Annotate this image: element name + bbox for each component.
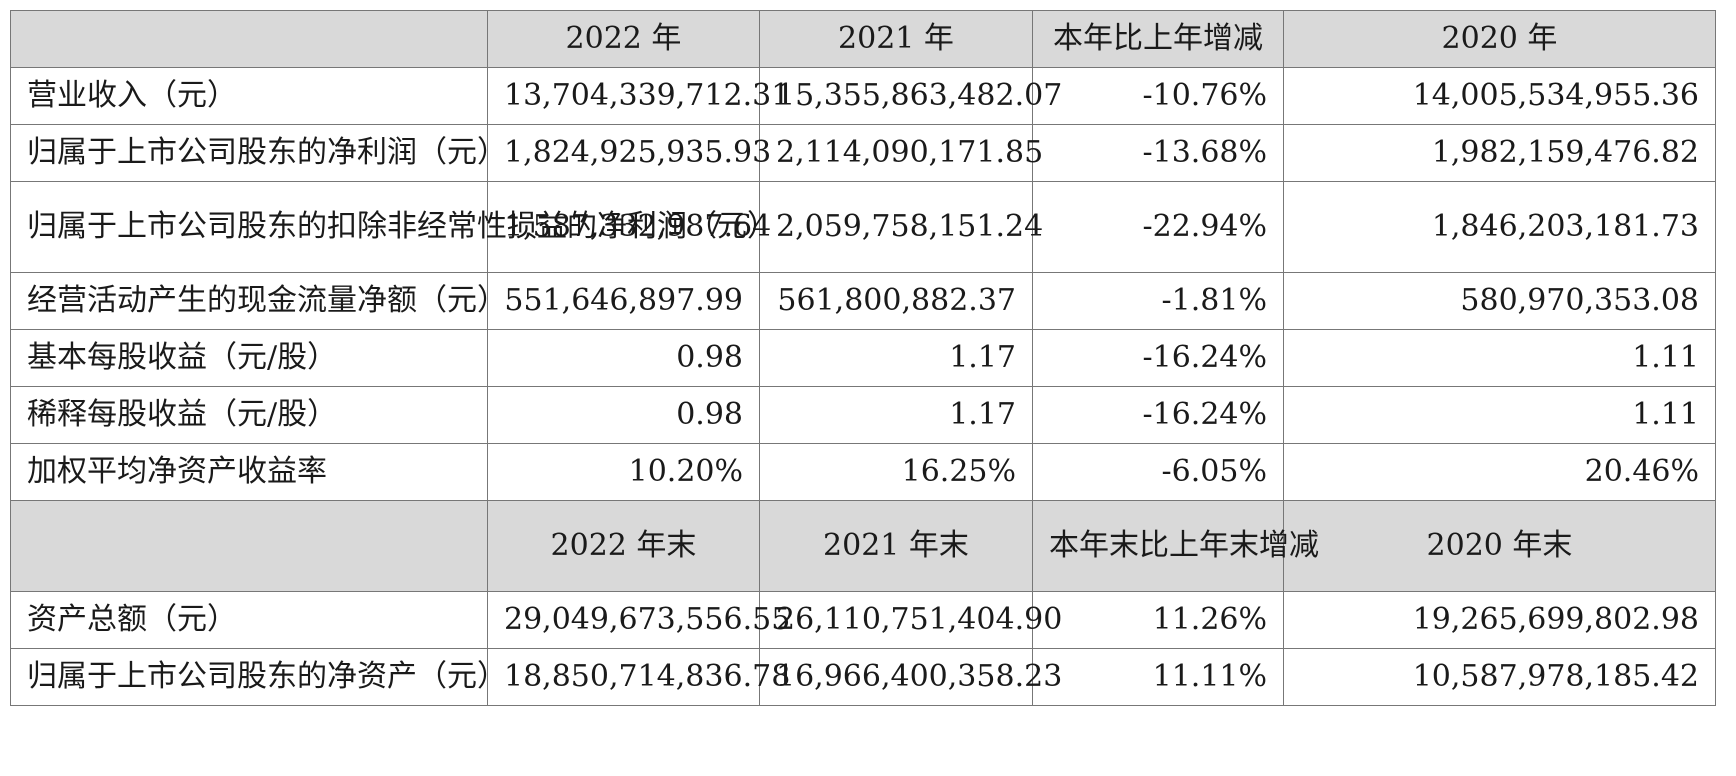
header-cell-2022-end: 2022 年末 bbox=[487, 500, 760, 592]
value-2021: 15,355,863,482.07 bbox=[759, 67, 1062, 125]
value-2020: 1,846,203,181.73 bbox=[1283, 181, 1716, 273]
value-2022: 29,049,673,556.55 bbox=[487, 591, 790, 649]
value-2021: 16,966,400,358.23 bbox=[759, 648, 1062, 706]
value-change: -10.76% bbox=[1032, 67, 1284, 125]
row-label: 归属于上市公司股东的净资产（元） bbox=[10, 648, 507, 706]
value-2022: 10.20% bbox=[487, 443, 760, 501]
header-cell-change-end: 本年末比上年末增减 bbox=[1032, 500, 1319, 592]
table-row: 稀释每股收益（元/股） 0.98 1.17 -16.24% 1.11 bbox=[10, 386, 1716, 444]
financial-table-container: 2022 年 2021 年 本年比上年增减 2020 年 营业收入（元） 13,… bbox=[10, 10, 1716, 706]
value-2022: 18,850,714,836.78 bbox=[487, 648, 790, 706]
value-2022: 1,587,332,987.64 bbox=[487, 181, 771, 273]
value-2021: 26,110,751,404.90 bbox=[759, 591, 1062, 649]
row-label: 加权平均净资产收益率 bbox=[10, 443, 488, 501]
row-label: 归属于上市公司股东的净利润（元） bbox=[10, 124, 507, 182]
table-row: 基本每股收益（元/股） 0.98 1.17 -16.24% 1.11 bbox=[10, 329, 1716, 387]
header-cell-2020-end: 2020 年末 bbox=[1283, 500, 1716, 592]
value-2020: 14,005,534,955.36 bbox=[1283, 67, 1716, 125]
value-change: -13.68% bbox=[1032, 124, 1284, 182]
value-2020: 1.11 bbox=[1283, 329, 1716, 387]
table-row: 归属于上市公司股东的扣除非经常性损益的净利润（元） 1,587,332,987.… bbox=[10, 181, 1716, 273]
value-2022: 0.98 bbox=[487, 386, 760, 444]
row-label: 归属于上市公司股东的扣除非经常性损益的净利润（元） bbox=[10, 181, 777, 273]
value-change: -16.24% bbox=[1032, 329, 1284, 387]
table-row: 经营活动产生的现金流量净额（元） 551,646,897.99 561,800,… bbox=[10, 272, 1716, 330]
row-label: 稀释每股收益（元/股） bbox=[10, 386, 488, 444]
table-row: 归属于上市公司股东的净资产（元） 18,850,714,836.78 16,96… bbox=[10, 648, 1716, 706]
row-label: 资产总额（元） bbox=[10, 591, 488, 649]
header-cell-2022: 2022 年 bbox=[487, 10, 760, 68]
value-2020: 10,587,978,185.42 bbox=[1283, 648, 1716, 706]
table-row: 资产总额（元） 29,049,673,556.55 26,110,751,404… bbox=[10, 591, 1716, 649]
row-label: 营业收入（元） bbox=[10, 67, 488, 125]
header-cell-2021: 2021 年 bbox=[759, 10, 1033, 68]
key-financial-data-table: 2022 年 2021 年 本年比上年增减 2020 年 营业收入（元） 13,… bbox=[10, 10, 1716, 706]
value-2022: 551,646,897.99 bbox=[487, 272, 760, 330]
value-2020: 20.46% bbox=[1283, 443, 1716, 501]
table-row: 营业收入（元） 13,704,339,712.31 15,355,863,482… bbox=[10, 67, 1716, 125]
value-2021: 1.17 bbox=[759, 386, 1033, 444]
table-subheader-row: 2022 年末 2021 年末 本年末比上年末增减 2020 年末 bbox=[10, 500, 1716, 592]
header-cell-2020: 2020 年 bbox=[1283, 10, 1716, 68]
table-header-row: 2022 年 2021 年 本年比上年增减 2020 年 bbox=[10, 10, 1716, 68]
value-2022: 0.98 bbox=[487, 329, 760, 387]
value-change: -16.24% bbox=[1032, 386, 1284, 444]
value-2022: 13,704,339,712.31 bbox=[487, 67, 790, 125]
value-2020: 1,982,159,476.82 bbox=[1283, 124, 1716, 182]
value-2022: 1,824,925,935.93 bbox=[487, 124, 771, 182]
value-2021: 1.17 bbox=[759, 329, 1033, 387]
row-label: 基本每股收益（元/股） bbox=[10, 329, 488, 387]
header-cell-item bbox=[10, 10, 488, 68]
value-change: 11.11% bbox=[1032, 648, 1284, 706]
value-2020: 1.11 bbox=[1283, 386, 1716, 444]
value-2021: 2,059,758,151.24 bbox=[759, 181, 1043, 273]
value-change: -1.81% bbox=[1032, 272, 1284, 330]
row-label: 经营活动产生的现金流量净额（元） bbox=[10, 272, 507, 330]
value-change: -22.94% bbox=[1032, 181, 1284, 273]
value-2020: 580,970,353.08 bbox=[1283, 272, 1716, 330]
table-row: 归属于上市公司股东的净利润（元） 1,824,925,935.93 2,114,… bbox=[10, 124, 1716, 182]
header-cell-2021-end: 2021 年末 bbox=[759, 500, 1033, 592]
value-2021: 561,800,882.37 bbox=[759, 272, 1033, 330]
value-2021: 16.25% bbox=[759, 443, 1033, 501]
header-cell-change: 本年比上年增减 bbox=[1032, 10, 1284, 68]
value-change: -6.05% bbox=[1032, 443, 1284, 501]
value-2020: 19,265,699,802.98 bbox=[1283, 591, 1716, 649]
value-change: 11.26% bbox=[1032, 591, 1284, 649]
header-cell-item bbox=[10, 500, 488, 592]
table-row: 加权平均净资产收益率 10.20% 16.25% -6.05% 20.46% bbox=[10, 443, 1716, 501]
value-2021: 2,114,090,171.85 bbox=[759, 124, 1043, 182]
